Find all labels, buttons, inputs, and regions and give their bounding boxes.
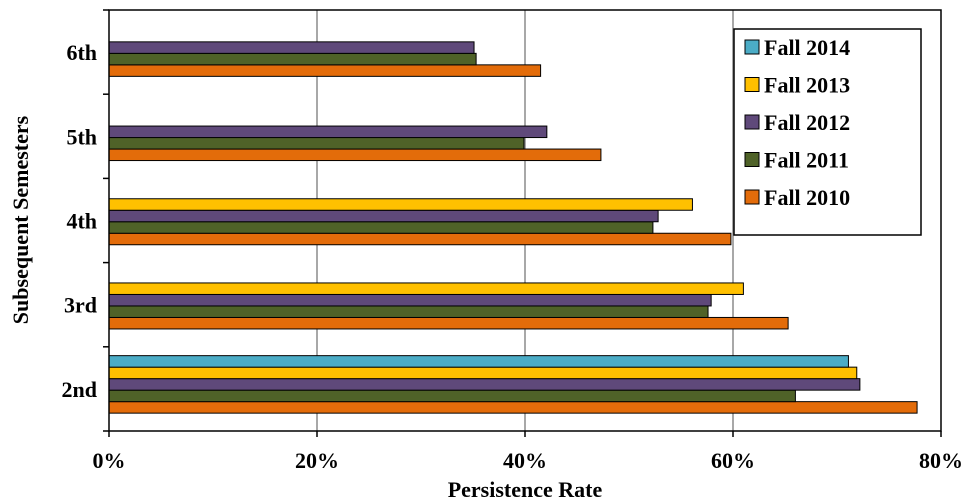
bar-fall-2011-4th <box>108 221 654 234</box>
bar-layer <box>108 41 918 414</box>
bar-fall-2012-2nd <box>108 378 861 391</box>
y-axis-title: Subsequent Semesters <box>8 115 33 324</box>
x-tick-label: 0% <box>93 448 126 473</box>
legend-swatch-fall-2010 <box>744 189 760 205</box>
bar-fall-2014-2nd <box>108 355 849 368</box>
legend-label-fall-2010: Fall 2010 <box>764 185 850 210</box>
x-tick-label: 60% <box>711 448 755 473</box>
bar-fall-2011-3rd <box>108 305 709 318</box>
bar-fall-2010-4th <box>108 232 732 246</box>
legend-label-fall-2012: Fall 2012 <box>764 110 850 135</box>
bar-fall-2013-4th <box>108 198 693 211</box>
bar-fall-2013-2nd <box>108 366 858 380</box>
y-tick-label: 3rd <box>64 293 97 318</box>
x-tick-label: 20% <box>295 448 339 473</box>
legend-swatch-fall-2012 <box>744 114 760 130</box>
bar-fall-2012-6th <box>108 41 475 54</box>
legend-swatch-fall-2014 <box>744 39 760 55</box>
x-tick-label: 40% <box>503 448 547 473</box>
bar-fall-2012-4th <box>108 209 659 223</box>
axis-layer: 0% 20% 40% 60% 80% 2nd 3rd 4th 5th 6th <box>62 9 963 473</box>
legend: Fall 2014 Fall 2013 Fall 2012 Fall 2011 Fall… <box>733 28 922 236</box>
y-tick-label: 2nd <box>62 377 97 402</box>
bar-fall-2012-3rd <box>108 293 712 307</box>
bar-fall-2012-5th <box>108 125 548 139</box>
bar-fall-2010-5th <box>108 148 602 162</box>
legend-label-fall-2013: Fall 2013 <box>764 73 850 98</box>
legend-label-fall-2011: Fall 2011 <box>764 148 849 173</box>
bar-fall-2011-5th <box>108 137 525 150</box>
y-tick-label: 6th <box>66 40 97 65</box>
bar-fall-2011-2nd <box>108 389 796 403</box>
y-tick-label: 5th <box>66 124 97 149</box>
legend-box <box>733 28 922 236</box>
x-tick-label: 80% <box>919 448 963 473</box>
bar-fall-2013-3rd <box>108 282 744 295</box>
bar-fall-2010-6th <box>108 64 542 77</box>
y-tick-label: 4th <box>66 209 97 234</box>
bar-fall-2010-2nd <box>108 401 918 414</box>
legend-label-fall-2014: Fall 2014 <box>764 35 850 60</box>
bar-fall-2011-6th <box>108 52 477 66</box>
bar-fall-2010-3rd <box>108 316 789 330</box>
legend-swatch-fall-2011 <box>744 152 760 167</box>
x-axis-title: Persistence Rate <box>448 477 603 501</box>
legend-swatch-fall-2013 <box>744 77 760 92</box>
